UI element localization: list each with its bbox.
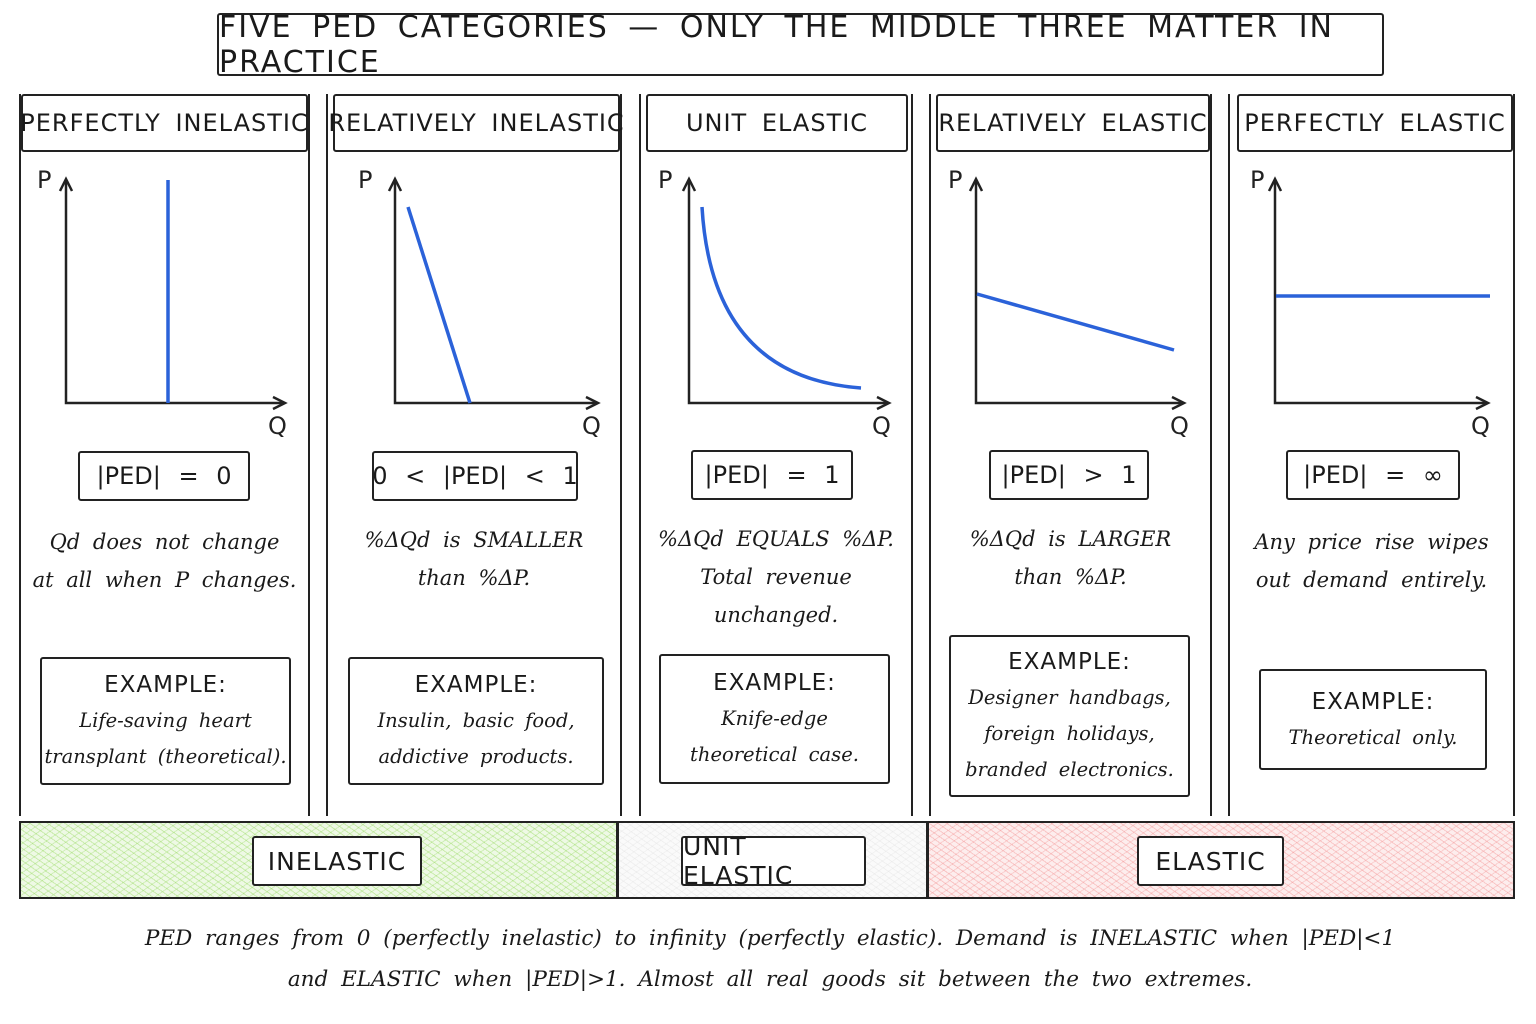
footer-note: PED ranges from 0 (perfectly inelastic) … [144, 926, 1396, 992]
axis-label-q: Q [268, 412, 287, 440]
axis-label-q: Q [1170, 412, 1189, 440]
example-text: Insulin, basic food, [377, 709, 575, 732]
example-label: EXAMPLE: [1311, 688, 1435, 715]
panel-header: RELATIVELY ELASTIC [936, 94, 1210, 152]
demand-graph: P Q [658, 166, 892, 440]
description: Qd does not change at all when P changes. [32, 530, 297, 592]
axis-label-p: P [1250, 166, 1264, 194]
axis-label-p: P [658, 166, 672, 194]
ped-value: |PED| = ∞ [1286, 450, 1460, 500]
panel-perfectly-inelastic: PERFECTLY INELASTIC P Q |PED| = 0 Qd doe… [19, 94, 310, 816]
axis-label-q: Q [872, 412, 891, 440]
panel-header: UNIT ELASTIC [646, 94, 908, 152]
axis-label-p: P [948, 166, 962, 194]
example-label: EXAMPLE: [104, 672, 227, 698]
band-elastic: ELASTIC [927, 821, 1515, 899]
ped-value: 0 < |PED| < 1 [372, 451, 578, 501]
ped-value: |PED| = 1 [691, 450, 853, 500]
example-text: Theoretical only. [1288, 725, 1458, 749]
panel-header: RELATIVELY INELASTIC [328, 94, 624, 152]
example-text: addictive products. [378, 745, 574, 768]
description: Any price rise wipes out demand entirely. [1254, 530, 1489, 592]
panel-relatively-elastic: RELATIVELY ELASTIC P Q |PED| > 1 %ΔQd is… [929, 94, 1212, 816]
demand-curve [406, 206, 472, 404]
axes [968, 176, 1187, 411]
example-text: Knife-edge [721, 707, 828, 730]
demand-curve [700, 206, 862, 390]
axis-label-q: Q [1471, 412, 1490, 440]
example-label: EXAMPLE: [414, 672, 538, 698]
page-title: FIVE PED CATEGORIES — ONLY THE MIDDLE TH… [217, 10, 1384, 80]
example-text: Life-saving heart [79, 709, 252, 732]
panel-unit-elastic: UNIT ELASTIC P Q |PED| = 1 %ΔQd EQUALS %… [639, 94, 913, 816]
axis-label-p: P [358, 166, 372, 194]
example-box: EXAMPLE: Insulin, basic food, addictive … [348, 657, 604, 785]
panel-header: PERFECTLY ELASTIC [1237, 94, 1513, 152]
description: %ΔQd is LARGER than %ΔP. [969, 527, 1172, 589]
axis-label-p: P [37, 166, 51, 194]
example-text: transplant (theoretical). [44, 745, 287, 768]
axis-label-q: Q [582, 412, 601, 440]
axes [58, 176, 288, 411]
panel-header: PERFECTLY INELASTIC [20, 94, 308, 152]
band-inelastic: INELASTIC [19, 821, 618, 899]
example-box: EXAMPLE: Life-saving heart transplant (t… [40, 657, 291, 785]
axes [387, 176, 601, 411]
example-label: EXAMPLE: [713, 670, 836, 696]
panel-perfectly-elastic: PERFECTLY ELASTIC P Q |PED| = ∞ Any pric… [1228, 94, 1515, 816]
demand-graph: P Q [358, 166, 601, 440]
band-unit-elastic: UNIT ELASTIC [617, 821, 928, 899]
example-text: branded electronics. [965, 758, 1174, 781]
band-label: ELASTIC [1137, 836, 1284, 886]
demand-graph: P Q [1250, 166, 1491, 440]
example-label: EXAMPLE: [1008, 649, 1131, 675]
band-label: INELASTIC [252, 836, 422, 886]
axes [681, 176, 892, 411]
description: %ΔQd is SMALLER than %ΔP. [364, 528, 584, 590]
example-box: EXAMPLE: Knife-edge theoretical case. [659, 654, 890, 784]
example-box: EXAMPLE: Theoretical only. [1259, 669, 1487, 770]
example-text: Designer handbags, [968, 686, 1171, 709]
example-text: theoretical case. [690, 743, 859, 766]
ped-value: |PED| > 1 [989, 450, 1149, 500]
description: %ΔQd EQUALS %ΔP. Total revenue unchanged. [658, 527, 894, 627]
demand-curve [976, 292, 1175, 352]
example-text: foreign holidays, [984, 722, 1155, 745]
demand-graph: P Q [948, 166, 1189, 440]
panel-relatively-inelastic: RELATIVELY INELASTIC P Q 0 < |PED| < 1 %… [326, 94, 624, 816]
ped-value: |PED| = 0 [78, 451, 250, 501]
demand-graph: P Q [37, 166, 288, 440]
band-label: UNIT ELASTIC [681, 832, 866, 890]
axes [1267, 176, 1491, 411]
example-box: EXAMPLE: Designer handbags, foreign holi… [949, 635, 1190, 797]
